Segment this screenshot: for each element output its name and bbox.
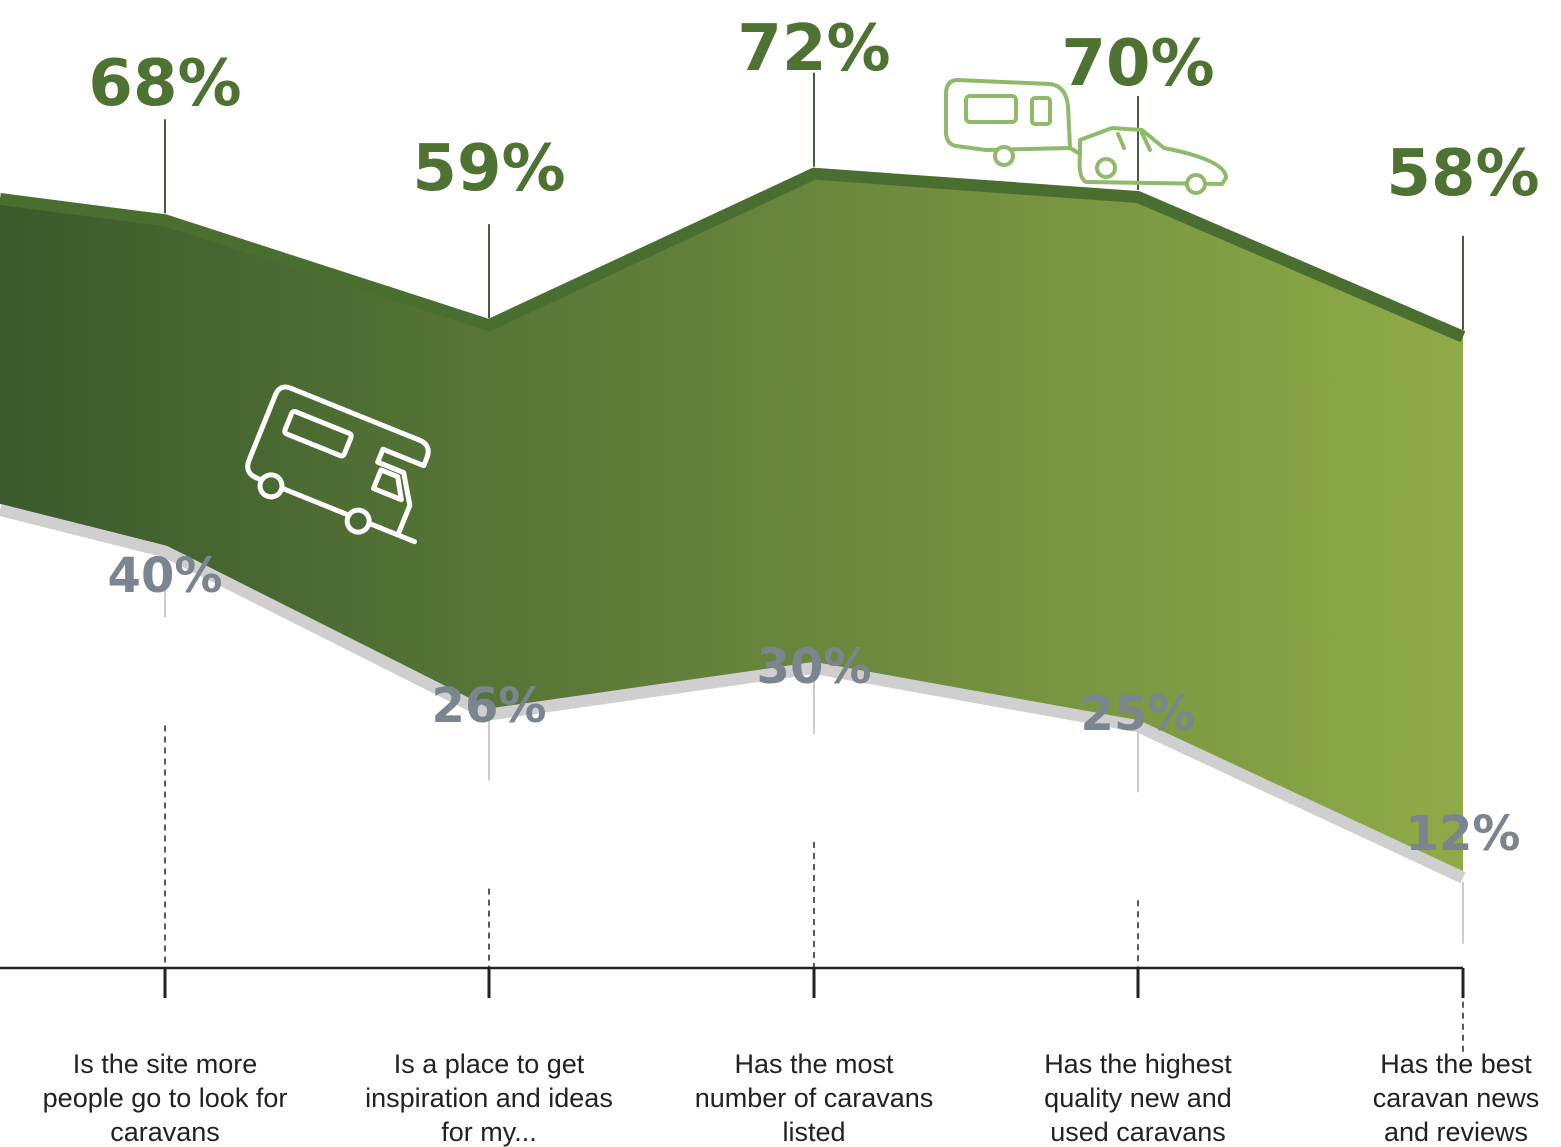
category-label: Is the site more people go to look for car… (43, 1049, 288, 1147)
category-label-line: Is a place to get (394, 1049, 585, 1079)
top-value-label: 68% (88, 47, 241, 121)
motorhome-icon (245, 384, 431, 545)
category-label-line: Has the most (734, 1049, 894, 1079)
category-label: Is a place to get inspiration and ideas fo… (365, 1049, 613, 1147)
car-body (1077, 126, 1228, 186)
category-label-line: Is the site more (73, 1049, 258, 1079)
category-label: Has the highest quality new and used carav… (1044, 1049, 1232, 1147)
car-windows (1116, 131, 1152, 152)
category-label-line: quality new and (1044, 1083, 1232, 1113)
bottom-value-label: 12% (1406, 806, 1521, 862)
category-label-line: for my... (441, 1117, 537, 1147)
category-label-line: Has the highest (1044, 1049, 1232, 1079)
category-label-line: Has the best (1380, 1049, 1532, 1079)
bottom-value-label: 40% (108, 548, 223, 604)
top-value-label: 72% (737, 12, 890, 86)
motorhome-wheel-front (344, 507, 372, 535)
category-label-line: caravans (110, 1117, 220, 1147)
motorhome-cab-window (371, 467, 404, 503)
bottom-value-label: 25% (1081, 686, 1196, 742)
caravan-car-icon (944, 78, 1228, 195)
category-label-line: number of caravans (695, 1083, 934, 1113)
car-wheel-rear (1185, 173, 1207, 195)
bottom-series-line (0, 504, 1466, 884)
top-value-label: 59% (412, 132, 565, 206)
area-band (0, 172, 1463, 872)
motorhome-bumper (395, 532, 418, 545)
top-series-line (0, 167, 1466, 343)
category-label-line: listed (782, 1117, 845, 1147)
caravan-window (964, 94, 1018, 124)
motorhome-body (245, 384, 431, 538)
car-wheel-front (1095, 157, 1117, 179)
top-value-label: 70% (1061, 27, 1214, 101)
bottom-value-label: 30% (757, 639, 872, 695)
motorhome-window (282, 408, 354, 459)
category-label: Has the most number of caravans listed (695, 1049, 934, 1147)
bottom-value-label: 26% (432, 678, 547, 734)
caravan-body (944, 78, 1072, 152)
category-label-line: used caravans (1050, 1117, 1226, 1147)
category-label: Has the best caravan news and reviews (1373, 1049, 1540, 1147)
category-label-line: caravan news (1373, 1083, 1540, 1113)
category-label-line: inspiration and ideas (365, 1083, 613, 1113)
category-label-line: people go to look for (43, 1083, 288, 1113)
caravan-door (1030, 96, 1052, 126)
category-label-line: and reviews (1384, 1117, 1528, 1147)
top-value-label: 58% (1386, 137, 1539, 211)
caravan-wheel (993, 145, 1015, 167)
motorhome-wheel-rear (257, 472, 285, 500)
